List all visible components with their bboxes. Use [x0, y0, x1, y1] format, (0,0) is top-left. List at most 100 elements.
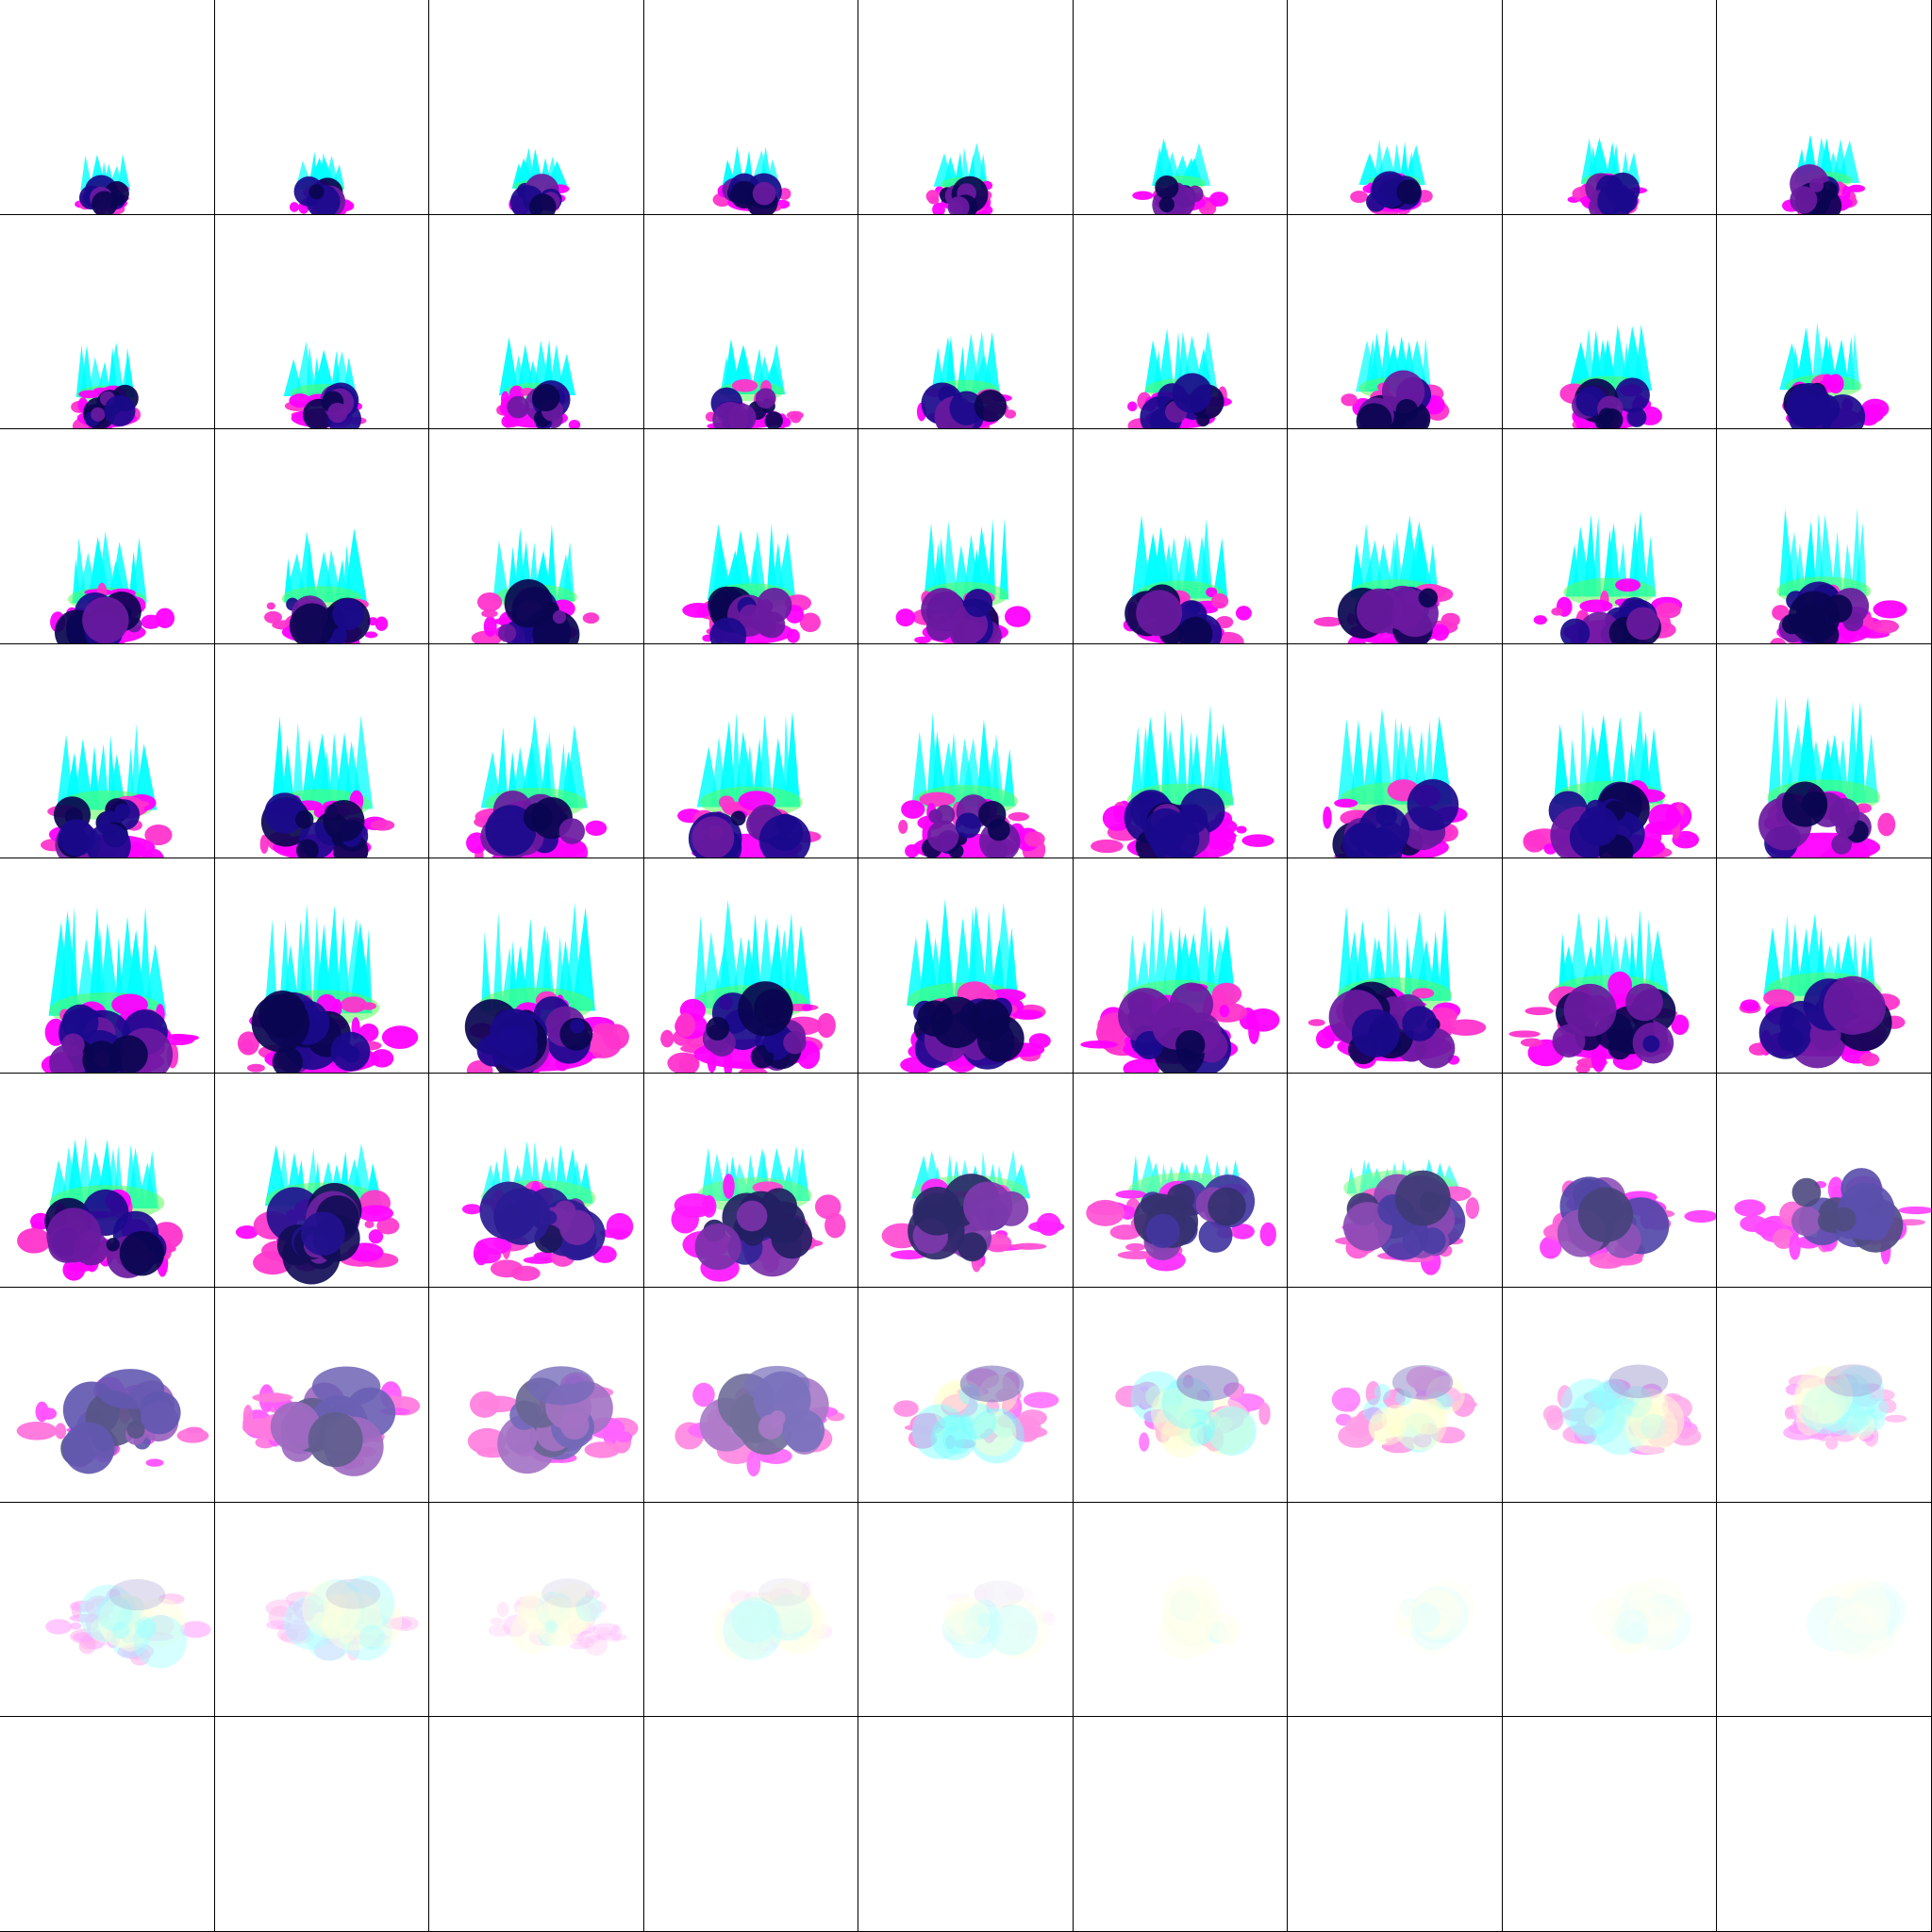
- explosion-frame-graphic: [1542, 1364, 1702, 1456]
- sprite-frame: [214, 1288, 430, 1503]
- sprite-frame: [643, 214, 859, 430]
- explosion-frame-graphic: [1115, 1365, 1271, 1458]
- explosion-frame-graphic: [429, 1717, 643, 1931]
- explosion-frame-graphic: [1323, 708, 1468, 858]
- explosion-frame-graphic: [41, 724, 173, 858]
- sprite-frame: [858, 643, 1074, 859]
- sprite-frame: [1717, 1288, 1932, 1503]
- sprite-frame: [1717, 1717, 1932, 1932]
- explosion-frame-graphic: [1523, 708, 1699, 858]
- sprite-frame: [1288, 214, 1503, 430]
- explosion-frame-graphic: [259, 715, 394, 858]
- explosion-frame-graphic: [1559, 324, 1662, 429]
- sprite-frame: [1502, 643, 1718, 859]
- sprite-frame: [0, 643, 215, 859]
- explosion-frame-graphic: [1332, 1365, 1478, 1454]
- sprite-frame: [1288, 643, 1503, 859]
- explosion-frame-graphic: [508, 147, 570, 214]
- sprite-frame: [1502, 1073, 1718, 1289]
- explosion-frame-graphic: [1508, 908, 1690, 1073]
- explosion-frame-graphic: [45, 1578, 211, 1669]
- explosion-frame-graphic: [1335, 1158, 1480, 1275]
- explosion-frame-graphic: [264, 1575, 419, 1661]
- explosion-frame-graphic: [1779, 322, 1890, 429]
- sprite-frame: [1502, 0, 1718, 215]
- explosion-frame-graphic: [263, 528, 388, 643]
- sprite-frame: [1073, 1502, 1289, 1718]
- sprite-frame: [643, 643, 859, 859]
- sprite-frame: [643, 1717, 859, 1932]
- explosion-frame-graphic: [467, 1366, 639, 1474]
- sprite-frame: [1073, 1717, 1289, 1932]
- sprite-frame: [1502, 214, 1718, 430]
- explosion-frame-graphic: [681, 524, 821, 643]
- explosion-frame-graphic: [1782, 134, 1866, 214]
- sprite-frame: [1288, 1073, 1503, 1289]
- explosion-frame-graphic: [71, 341, 142, 429]
- sprite-frame: [429, 214, 644, 430]
- sprite-frame: [1717, 214, 1932, 430]
- sprite-frame: [858, 429, 1074, 644]
- explosion-frame-graphic: [17, 1135, 183, 1281]
- sprite-frame: [1717, 643, 1932, 859]
- sprite-frame: [0, 0, 215, 215]
- sprite-frame: [214, 1717, 430, 1932]
- explosion-frame-graphic: [1090, 703, 1274, 858]
- sprite-frame: [1073, 0, 1289, 215]
- explosion-frame-graphic: [242, 1366, 420, 1477]
- explosion-frame-graphic: [289, 151, 354, 214]
- explosion-frame-graphic: [16, 1369, 209, 1474]
- sprite-frame: [0, 1502, 215, 1718]
- explosion-frame-graphic: [1567, 138, 1647, 214]
- sprite-frame: [1073, 643, 1289, 859]
- sprite-frame: [1502, 429, 1718, 644]
- sprite-frame: [1288, 0, 1503, 215]
- explosion-frame-graphic: [1131, 138, 1228, 214]
- sprite-frame: [429, 1288, 644, 1503]
- sprite-frame: [0, 1288, 215, 1503]
- explosion-frame-graphic: [659, 899, 836, 1073]
- explosion-frame-graphic: [675, 1366, 845, 1477]
- explosion-frame-graphic: [1533, 510, 1683, 643]
- explosion-frame-graphic: [858, 1717, 1073, 1931]
- explosion-frame-graphic: [215, 1717, 429, 1931]
- explosion-frame-graphic: [644, 1717, 858, 1931]
- explosion-frame-graphic: [1080, 905, 1280, 1073]
- sprite-frame: [0, 1717, 215, 1932]
- sprite-frame: [643, 1288, 859, 1503]
- explosion-frame-graphic: [676, 710, 821, 858]
- sprite-frame: [643, 0, 859, 215]
- sprite-frame: [429, 1502, 644, 1718]
- explosion-frame-graphic: [237, 904, 418, 1073]
- sprite-frame: [1073, 429, 1289, 644]
- explosion-frame-graphic: [41, 906, 199, 1073]
- sprite-frame: [1073, 214, 1289, 430]
- sprite-frame: [214, 1502, 430, 1718]
- sprite-frame: [858, 858, 1074, 1074]
- sprite-frame: [429, 429, 644, 644]
- sprite-frame: [858, 214, 1074, 430]
- sprite-frame: [429, 858, 644, 1074]
- explosion-frame-graphic: [1503, 1717, 1717, 1931]
- sprite-frame: [1717, 1073, 1932, 1289]
- explosion-frame-graphic: [1086, 1153, 1276, 1272]
- explosion-frame-graphic: [893, 1365, 1059, 1464]
- sprite-frame: [1502, 1502, 1718, 1718]
- explosion-frame-graphic: [1313, 515, 1461, 643]
- explosion-frame-graphic: [1758, 695, 1896, 858]
- sprite-frame: [1288, 1502, 1503, 1718]
- explosion-frame-graphic: [898, 711, 1046, 858]
- sprite-frame: [0, 858, 215, 1074]
- explosion-frame-graphic: [235, 1142, 399, 1285]
- explosion-frame-graphic: [1350, 139, 1434, 214]
- sprite-frame: [1717, 0, 1932, 215]
- explosion-frame-graphic: [1393, 1580, 1476, 1655]
- sprite-frame: [1717, 1502, 1932, 1718]
- explosion-frame-graphic: [881, 1149, 1065, 1273]
- explosion-frame-graphic: [917, 330, 1017, 429]
- sprite-frame: [1288, 858, 1503, 1074]
- sprite-frame: [1502, 1717, 1718, 1932]
- explosion-frame-graphic: [1590, 1577, 1690, 1655]
- explosion-frame-graphic: [1123, 515, 1252, 643]
